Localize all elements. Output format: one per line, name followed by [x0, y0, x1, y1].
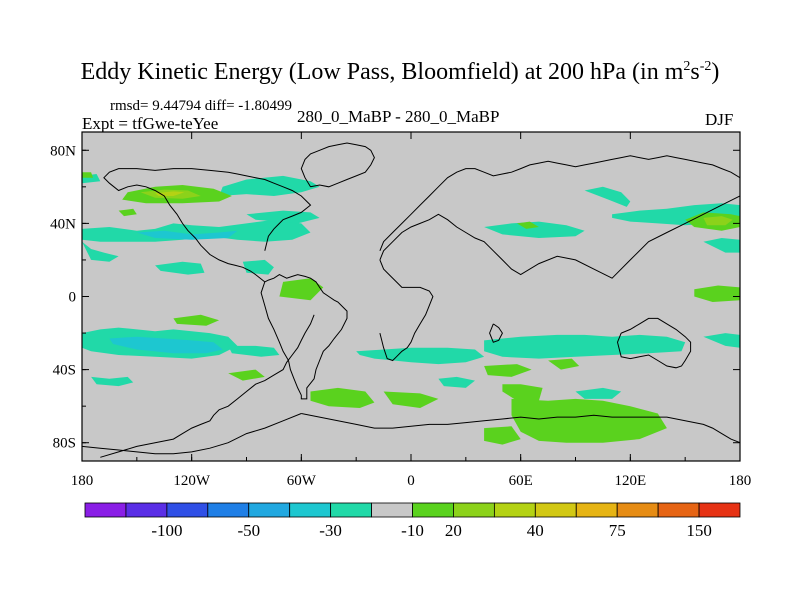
axes: 180 120W 60W 0 60E 120E 180 80N 40N 0 40S 80S [50, 132, 751, 489]
colorbar-label: 75 [609, 521, 626, 540]
contour-region-1 [109, 336, 223, 354]
y-tick-label: 80N [50, 143, 76, 159]
contour-region-11 [246, 210, 320, 224]
coastline-6 [616, 317, 692, 369]
contour-region-25 [82, 172, 93, 178]
contour-region-8 [155, 261, 205, 275]
contour-region-28 [228, 369, 265, 381]
x-tick-label: 180 [71, 473, 94, 489]
contour-region-10 [219, 175, 320, 196]
coastline-1 [260, 274, 348, 400]
contour-region-18 [91, 376, 134, 387]
contour-region-5 [82, 219, 311, 242]
coastlines [82, 142, 740, 458]
x-tick-label: 0 [407, 473, 415, 489]
contour-region-6 [136, 230, 238, 240]
coastline-8 [489, 323, 503, 343]
colorbar-swatch-13 [616, 502, 659, 518]
colorbar-swatch-11 [534, 502, 577, 518]
coastline-3 [300, 142, 375, 188]
contour-region-15 [703, 238, 740, 253]
coastline-0 [100, 314, 315, 458]
y-tick-label: 0 [69, 290, 77, 306]
contour-region-3 [356, 347, 485, 365]
colorbar-label: -50 [237, 521, 260, 540]
experiment-label: Expt = tfGwe-teYee [82, 114, 219, 133]
colorbar-swatch-5 [289, 502, 332, 518]
contour-region-27 [279, 278, 324, 301]
contour-region-7 [82, 241, 119, 262]
colorbar-swatch-6 [330, 502, 372, 518]
x-tick-label: 120W [173, 473, 211, 489]
contour-region-35 [548, 358, 580, 370]
contour-region-34 [484, 364, 532, 377]
contour-region-16 [703, 333, 740, 348]
y-tick-label: 40S [53, 363, 76, 379]
contour-region-38 [703, 216, 733, 226]
x-tick-label: 60W [287, 473, 317, 489]
x-tick-label: 120E [614, 473, 646, 489]
colorbar-swatch-7 [371, 502, 413, 518]
y-tick-label: 80S [53, 436, 76, 452]
contour-region-2 [228, 345, 280, 357]
contour-region-30 [383, 391, 439, 408]
coastline-7 [301, 413, 740, 444]
contour-region-39 [517, 221, 539, 229]
contour-region-33 [484, 426, 521, 445]
contour-region-19 [438, 376, 475, 388]
chart-title: Eddy Kinetic Energy (Low Pass, Bloomfiel… [80, 59, 720, 85]
coastline-2 [103, 168, 312, 283]
contour-region-13 [584, 186, 631, 207]
colorbar-swatch-10 [493, 502, 536, 518]
coastline-9 [82, 413, 302, 455]
case-label: 280_0_MaBP - 280_0_MaBP [297, 107, 500, 126]
x-tick-label: 180 [729, 473, 752, 489]
season-label: DJF [705, 110, 734, 129]
energy-contours [82, 172, 740, 445]
colorbar-label: -100 [151, 521, 182, 540]
rmsd-label: rmsd= 9.44794 diff= -1.80499 [110, 98, 293, 114]
colorbar-swatch-15 [698, 502, 741, 518]
colorbar-swatch-1 [125, 502, 168, 518]
colorbar-label: 150 [686, 521, 712, 540]
coastline-4 [379, 259, 434, 362]
colorbar: -100 -50 -30 -10 20 40 75 150 [84, 502, 741, 540]
colorbar-swatch-12 [575, 502, 618, 518]
y-tick-label: 40N [50, 216, 76, 232]
colorbar-swatch-9 [453, 502, 495, 518]
colorbar-swatch-0 [84, 502, 127, 518]
contour-region-36 [694, 285, 740, 302]
contour-region-4 [484, 334, 686, 359]
contour-region-20 [575, 387, 622, 399]
colorbar-swatch-8 [412, 502, 454, 518]
contour-region-12 [484, 221, 585, 238]
coastline-5 [379, 155, 740, 279]
colorbar-label: 20 [445, 521, 462, 540]
colorbar-label: -10 [401, 521, 424, 540]
colorbar-label: 40 [527, 521, 544, 540]
colorbar-swatch-4 [248, 502, 291, 518]
colorbar-swatch-2 [166, 502, 209, 518]
contour-region-31 [502, 384, 543, 401]
colorbar-swatch-14 [657, 502, 700, 518]
contour-region-32 [511, 398, 667, 443]
contour-region-26 [173, 314, 220, 326]
colorbar-swatch-3 [207, 502, 250, 518]
x-tick-label: 60E [509, 473, 533, 489]
contour-region-24 [118, 208, 137, 217]
contour-region-29 [310, 387, 375, 408]
colorbar-label: -30 [319, 521, 342, 540]
